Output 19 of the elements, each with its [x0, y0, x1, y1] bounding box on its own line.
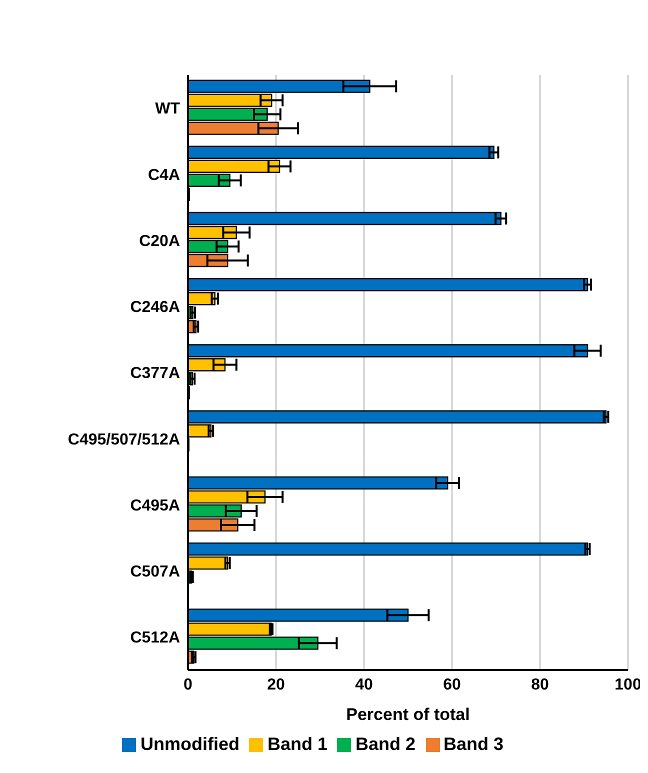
y-tick-label: C495/507/512A [68, 431, 180, 448]
legend-label: Band 2 [355, 734, 416, 754]
x-axis-title: Percent of total [346, 705, 470, 724]
legend-label: Unmodified [140, 734, 240, 754]
legend-label: Band 3 [444, 734, 504, 754]
x-tick-label: 0 [184, 676, 193, 694]
y-tick-label: C377A [130, 365, 180, 382]
x-tick-label: 60 [443, 676, 461, 694]
y-tick-label: C4A [148, 166, 180, 184]
x-tick-label: 20 [267, 676, 285, 694]
y-tick-label: C20A [139, 232, 180, 250]
x-tick-label: 80 [531, 676, 549, 694]
y-tick-label: WT [155, 100, 180, 118]
x-tick-label: 40 [355, 676, 373, 694]
y-tick-label: C246A [130, 299, 180, 316]
legend-label: Band 1 [267, 734, 328, 754]
y-tick-label: C507A [130, 564, 180, 581]
y-tick-label: C512A [130, 630, 180, 647]
y-tick-label: C495A [130, 497, 180, 514]
